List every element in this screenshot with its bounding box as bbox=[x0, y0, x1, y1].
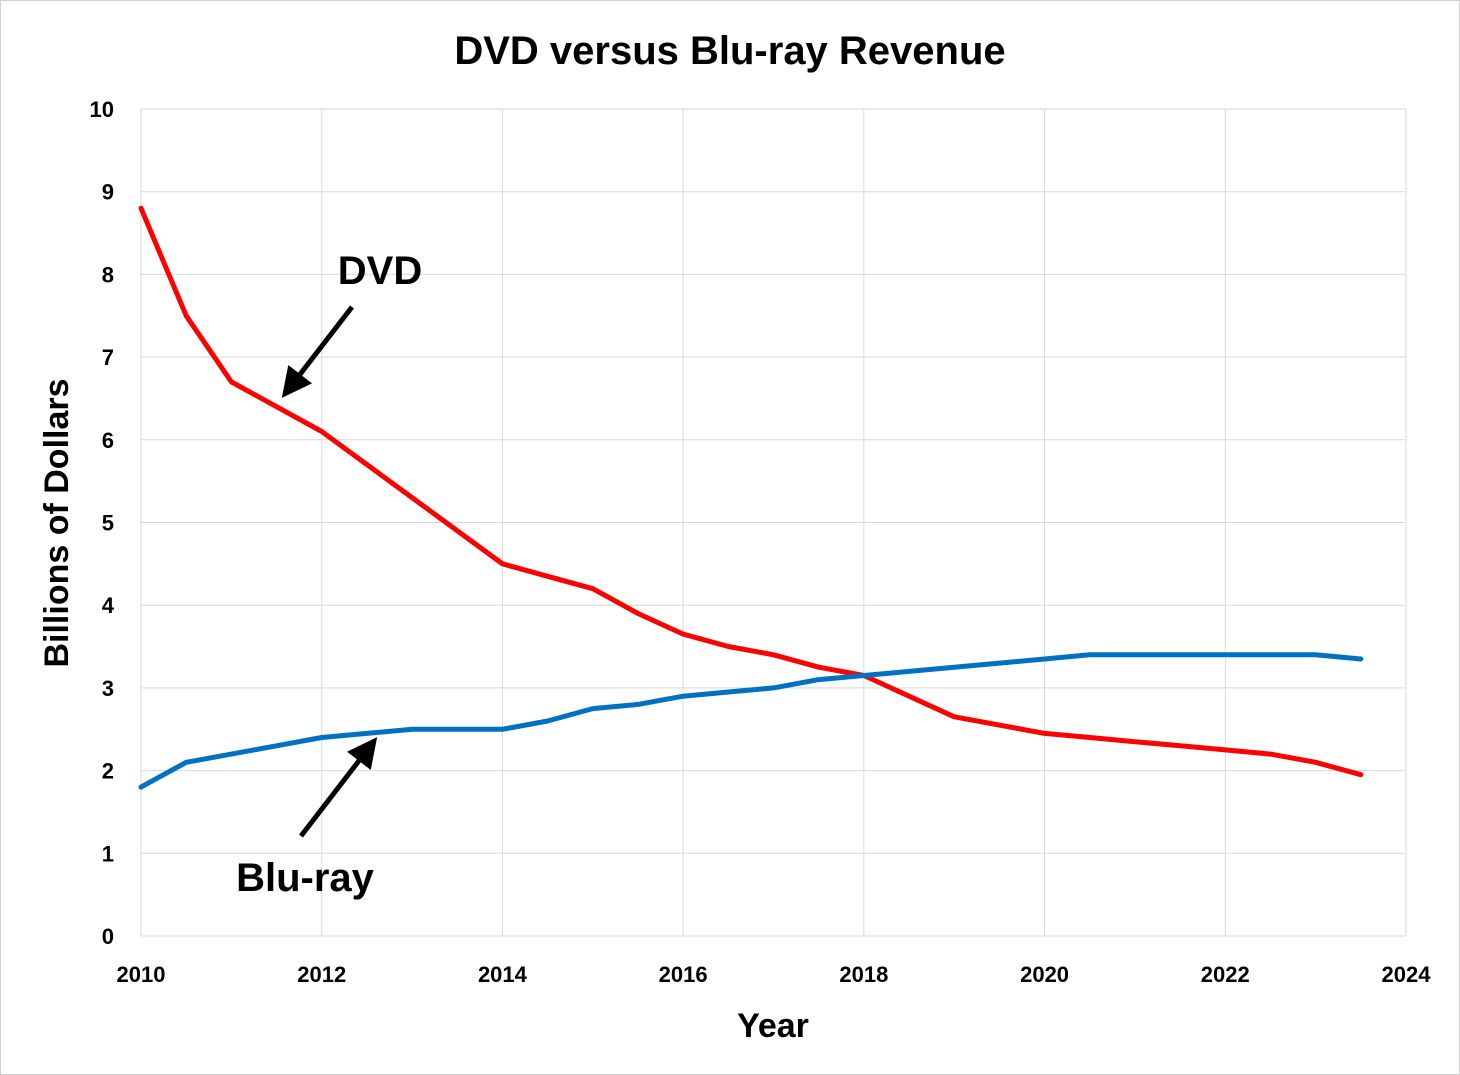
x-tick-label: 2010 bbox=[117, 962, 166, 987]
y-tick-label: 6 bbox=[102, 428, 114, 453]
annotations: DVD Blu-ray bbox=[236, 249, 422, 900]
x-axis-label: Year bbox=[737, 1007, 809, 1045]
x-tick-label: 2020 bbox=[1020, 962, 1069, 987]
annotation-arrow bbox=[299, 737, 378, 838]
series-line-dvd bbox=[138, 205, 1364, 778]
x-tick-label: 2014 bbox=[478, 962, 528, 987]
y-tick-label: 8 bbox=[102, 262, 114, 287]
series-lines bbox=[138, 205, 1364, 790]
annotation-arrow bbox=[281, 305, 354, 398]
annotation-blu-ray: Blu-ray bbox=[236, 856, 375, 900]
y-tick-label: 2 bbox=[102, 759, 114, 784]
y-axis-ticks: 0 1 2 3 4 5 6 7 8 9 10 bbox=[90, 97, 115, 949]
y-tick-label: 9 bbox=[102, 180, 114, 205]
y-tick-label: 5 bbox=[102, 511, 114, 536]
chart-title: DVD versus Blu-ray Revenue bbox=[454, 29, 1005, 73]
y-axis-label: Billions of Dollars bbox=[38, 378, 76, 667]
series-line-blu-ray bbox=[138, 652, 1364, 790]
x-tick-label: 2012 bbox=[297, 962, 346, 987]
y-tick-label: 1 bbox=[102, 841, 114, 866]
x-axis-ticks: 2010 2012 2014 2016 2018 2020 2022 2024 bbox=[117, 962, 1432, 987]
y-tick-label: 10 bbox=[90, 97, 114, 122]
x-tick-label: 2016 bbox=[659, 962, 708, 987]
x-tick-label: 2022 bbox=[1201, 962, 1250, 987]
x-tick-label: 2018 bbox=[839, 962, 888, 987]
gridlines bbox=[140, 108, 1407, 937]
y-tick-label: 4 bbox=[102, 593, 115, 618]
annotation-dvd: DVD bbox=[338, 249, 422, 293]
y-tick-label: 0 bbox=[102, 924, 114, 949]
y-tick-label: 3 bbox=[102, 676, 114, 701]
y-tick-label: 7 bbox=[102, 345, 114, 370]
x-tick-label: 2024 bbox=[1382, 962, 1432, 987]
